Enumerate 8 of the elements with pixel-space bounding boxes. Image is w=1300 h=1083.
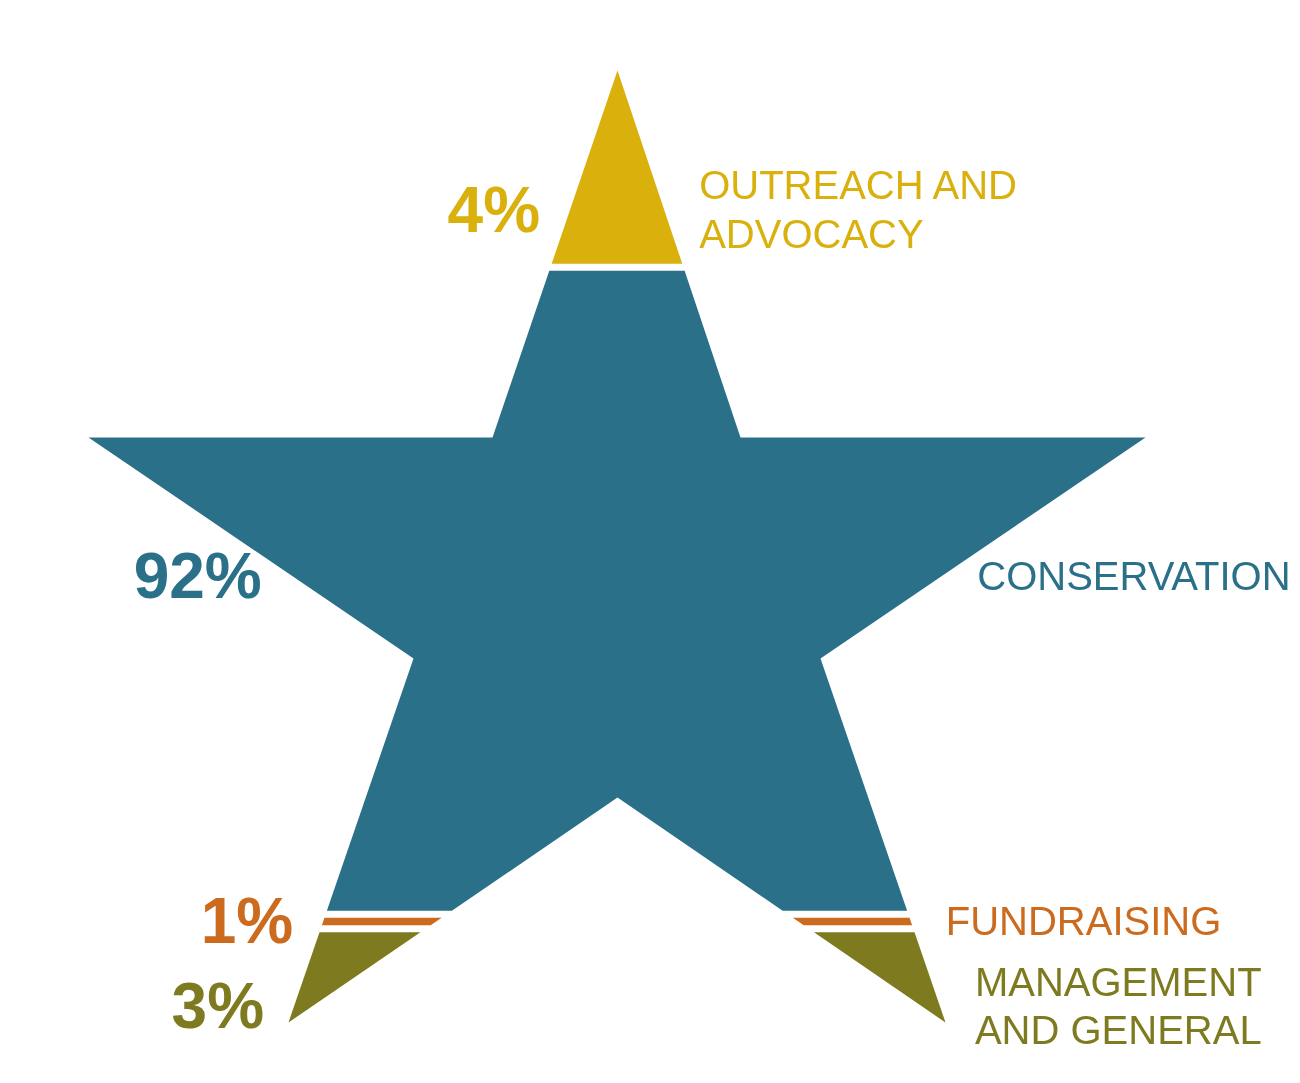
category-label: MANAGEMENT AND GENERAL <box>974 960 1262 1053</box>
category-label: CONSERVATION <box>977 553 1291 598</box>
data-label: 92% <box>133 539 262 612</box>
data-label: 1% <box>200 885 294 958</box>
data-label: 3% <box>171 970 265 1043</box>
data-label: 4% <box>447 173 541 246</box>
category-label: OUTREACH AND ADVOCACY <box>699 163 1017 256</box>
category-label: FUNDRAISING <box>945 899 1222 944</box>
